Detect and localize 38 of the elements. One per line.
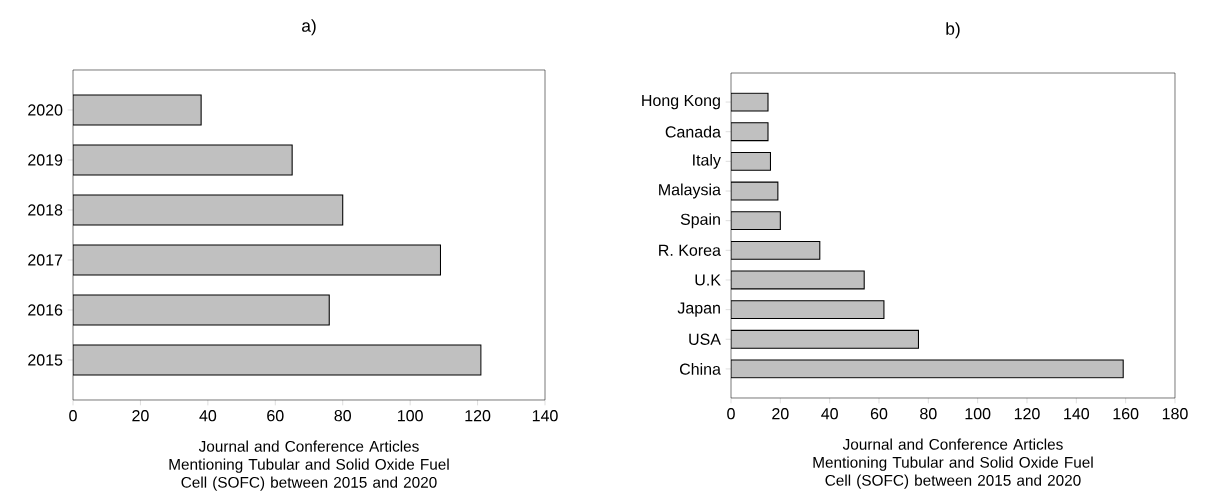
x-tick-label: 40: [199, 410, 217, 422]
chart-title: b): [946, 22, 960, 39]
y-tick-label: 2020: [28, 104, 63, 116]
y-tick-label: China: [679, 363, 721, 375]
y-tick-label: 2016: [28, 304, 63, 316]
y-tick-label: Malaysia: [659, 183, 721, 199]
x-axis-title: Journal and Conference Articles Mentioning Tubular and Solid Oxide Fuel Cell (SOFC) between 2015 and 2020: [169, 440, 449, 491]
y-tick-label: Hong Kong: [642, 94, 720, 110]
x-axis-title: Journal and Conference Articles Mentioning Tubular and Solid Oxide Fuel Cell (SOFC) between 2015 and 2020: [813, 438, 1093, 489]
x-tick-label: 20: [132, 410, 149, 422]
chart-title: a): [302, 19, 316, 36]
y-tick-label: Japan: [677, 302, 720, 317]
x-tick-label: 0: [727, 408, 735, 420]
x-tick-label: 0: [69, 410, 77, 422]
y-tick-label: 2017: [28, 254, 63, 266]
y-tick-label: Italy: [693, 153, 721, 169]
x-tick-label: 20: [772, 408, 789, 420]
x-tick-label: 140: [1064, 408, 1090, 420]
x-tick-label: 120: [1014, 408, 1040, 420]
x-tick-label: 60: [870, 408, 888, 420]
x-tick-label: 180: [1162, 408, 1188, 420]
y-tick-label: USA: [689, 333, 721, 345]
x-tick-label: 100: [398, 410, 423, 422]
y-tick-label: 2019: [28, 154, 63, 166]
x-tick-label: 160: [1113, 408, 1139, 420]
y-tick-label: R. Korea: [659, 244, 721, 256]
y-tick-label: Canada: [665, 125, 721, 138]
y-tick-label: 2018: [28, 204, 63, 216]
x-tick-label: 40: [821, 408, 838, 420]
y-tick-label: U.K: [695, 274, 721, 286]
x-tick-label: 60: [267, 410, 284, 422]
x-tick-label: 120: [465, 410, 491, 422]
x-tick-label: 80: [920, 408, 937, 420]
y-tick-label: Spain: [680, 213, 720, 229]
x-tick-label: 100: [965, 408, 991, 420]
y-tick-label: 2015: [28, 354, 63, 366]
x-tick-label: 80: [334, 410, 351, 422]
x-tick-label: 140: [532, 410, 558, 422]
